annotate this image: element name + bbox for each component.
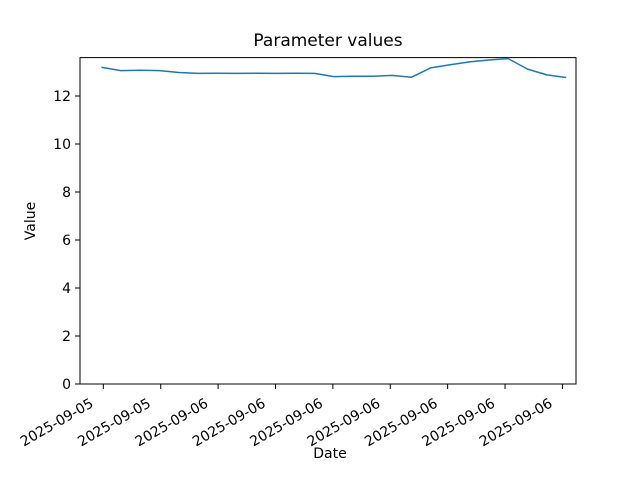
y-axis-label: Value (23, 201, 39, 241)
y-tick-label: 8 (62, 185, 71, 201)
y-tick-label: 10 (53, 137, 71, 153)
y-tick-label: 4 (62, 281, 71, 297)
y-tick-label: 0 (62, 377, 71, 393)
parameter-values-line (101, 57, 567, 79)
chart-title: Parameter values (253, 31, 403, 51)
y-tick-label: 6 (62, 233, 71, 249)
axes-frame (79, 57, 577, 385)
y-tick-label: 12 (53, 89, 71, 105)
y-tick-label: 2 (62, 329, 71, 345)
x-axis-label: Date (313, 446, 347, 462)
